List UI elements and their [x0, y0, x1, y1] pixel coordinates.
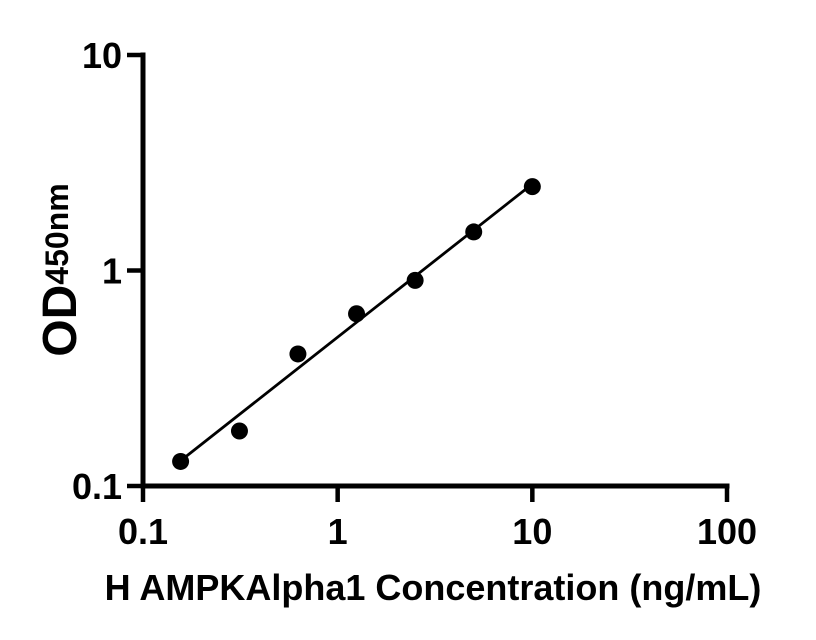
data-point — [289, 345, 307, 363]
data-point — [523, 178, 541, 196]
axes — [127, 52, 730, 502]
data-point — [230, 422, 248, 440]
data-point — [406, 271, 424, 289]
data-series — [172, 178, 541, 470]
y-axis-title-sub: 450nm — [39, 183, 75, 284]
x-tick-label: 1 — [328, 511, 348, 552]
y-axis-title: OD450nm — [34, 183, 87, 356]
x-tick-label: 100 — [697, 511, 757, 552]
y-tick-label: 0.1 — [72, 466, 122, 507]
y-tick-label: 1 — [102, 251, 122, 292]
x-tick-label: 10 — [512, 511, 552, 552]
y-tick-label: 10 — [82, 35, 122, 76]
data-point — [465, 223, 483, 241]
data-point — [348, 305, 366, 323]
x-axis-title: H AMPKAlpha1 Concentration (ng/mL) — [105, 567, 762, 608]
data-point — [172, 452, 190, 470]
tick-labels: 0.1 1 10 100 0.1 1 10 — [72, 35, 757, 552]
y-axis-title-main: OD — [34, 285, 87, 357]
fit-line — [179, 182, 534, 462]
x-tick-label: 0.1 — [118, 511, 168, 552]
